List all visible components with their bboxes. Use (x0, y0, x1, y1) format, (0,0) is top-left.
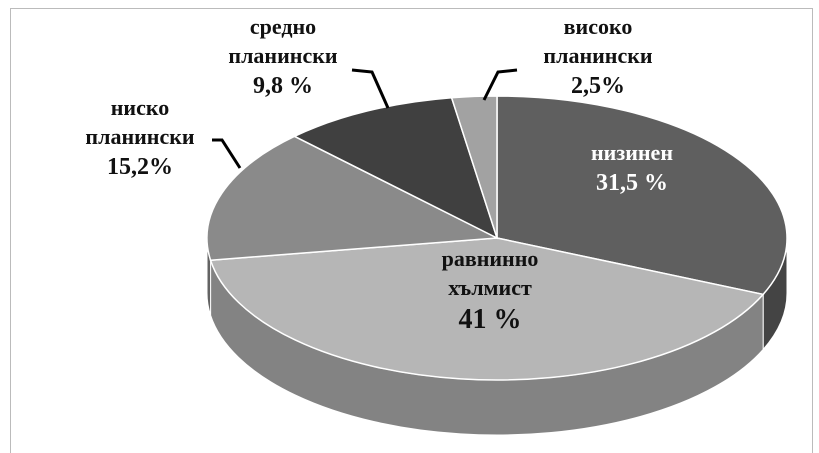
slice (292, 96, 499, 240)
category-label: ниско планински (85, 95, 195, 149)
leader-line (351, 68, 390, 109)
slice-label: равнинно хълмист 41 % (442, 244, 539, 338)
value-label: 9,8 % (252, 73, 313, 99)
leader-line (482, 68, 518, 101)
leader-line (212, 138, 242, 169)
slice-label: средно планински 9,8 % (228, 12, 337, 102)
category-label: равнинно хълмист (441, 246, 539, 300)
value-label: 31,5 % (595, 170, 668, 196)
pie (206, 95, 788, 436)
slice-label: високо планински 2,5% (543, 12, 652, 102)
slice (209, 237, 765, 381)
frame (10, 8, 813, 453)
category-label: високо планински (543, 14, 653, 68)
slice-label: низинен 31,5 % (591, 138, 673, 199)
value-label: 15,2% (107, 154, 173, 180)
category-label: средно планински (228, 14, 338, 68)
slice (206, 135, 500, 262)
category-label: низинен (591, 140, 673, 165)
value-label: 2,5% (571, 73, 625, 99)
slice-label: ниско планински 15,2% (85, 93, 194, 183)
value-label: 41 % (458, 304, 522, 335)
slice (450, 95, 498, 239)
slice (496, 95, 788, 296)
